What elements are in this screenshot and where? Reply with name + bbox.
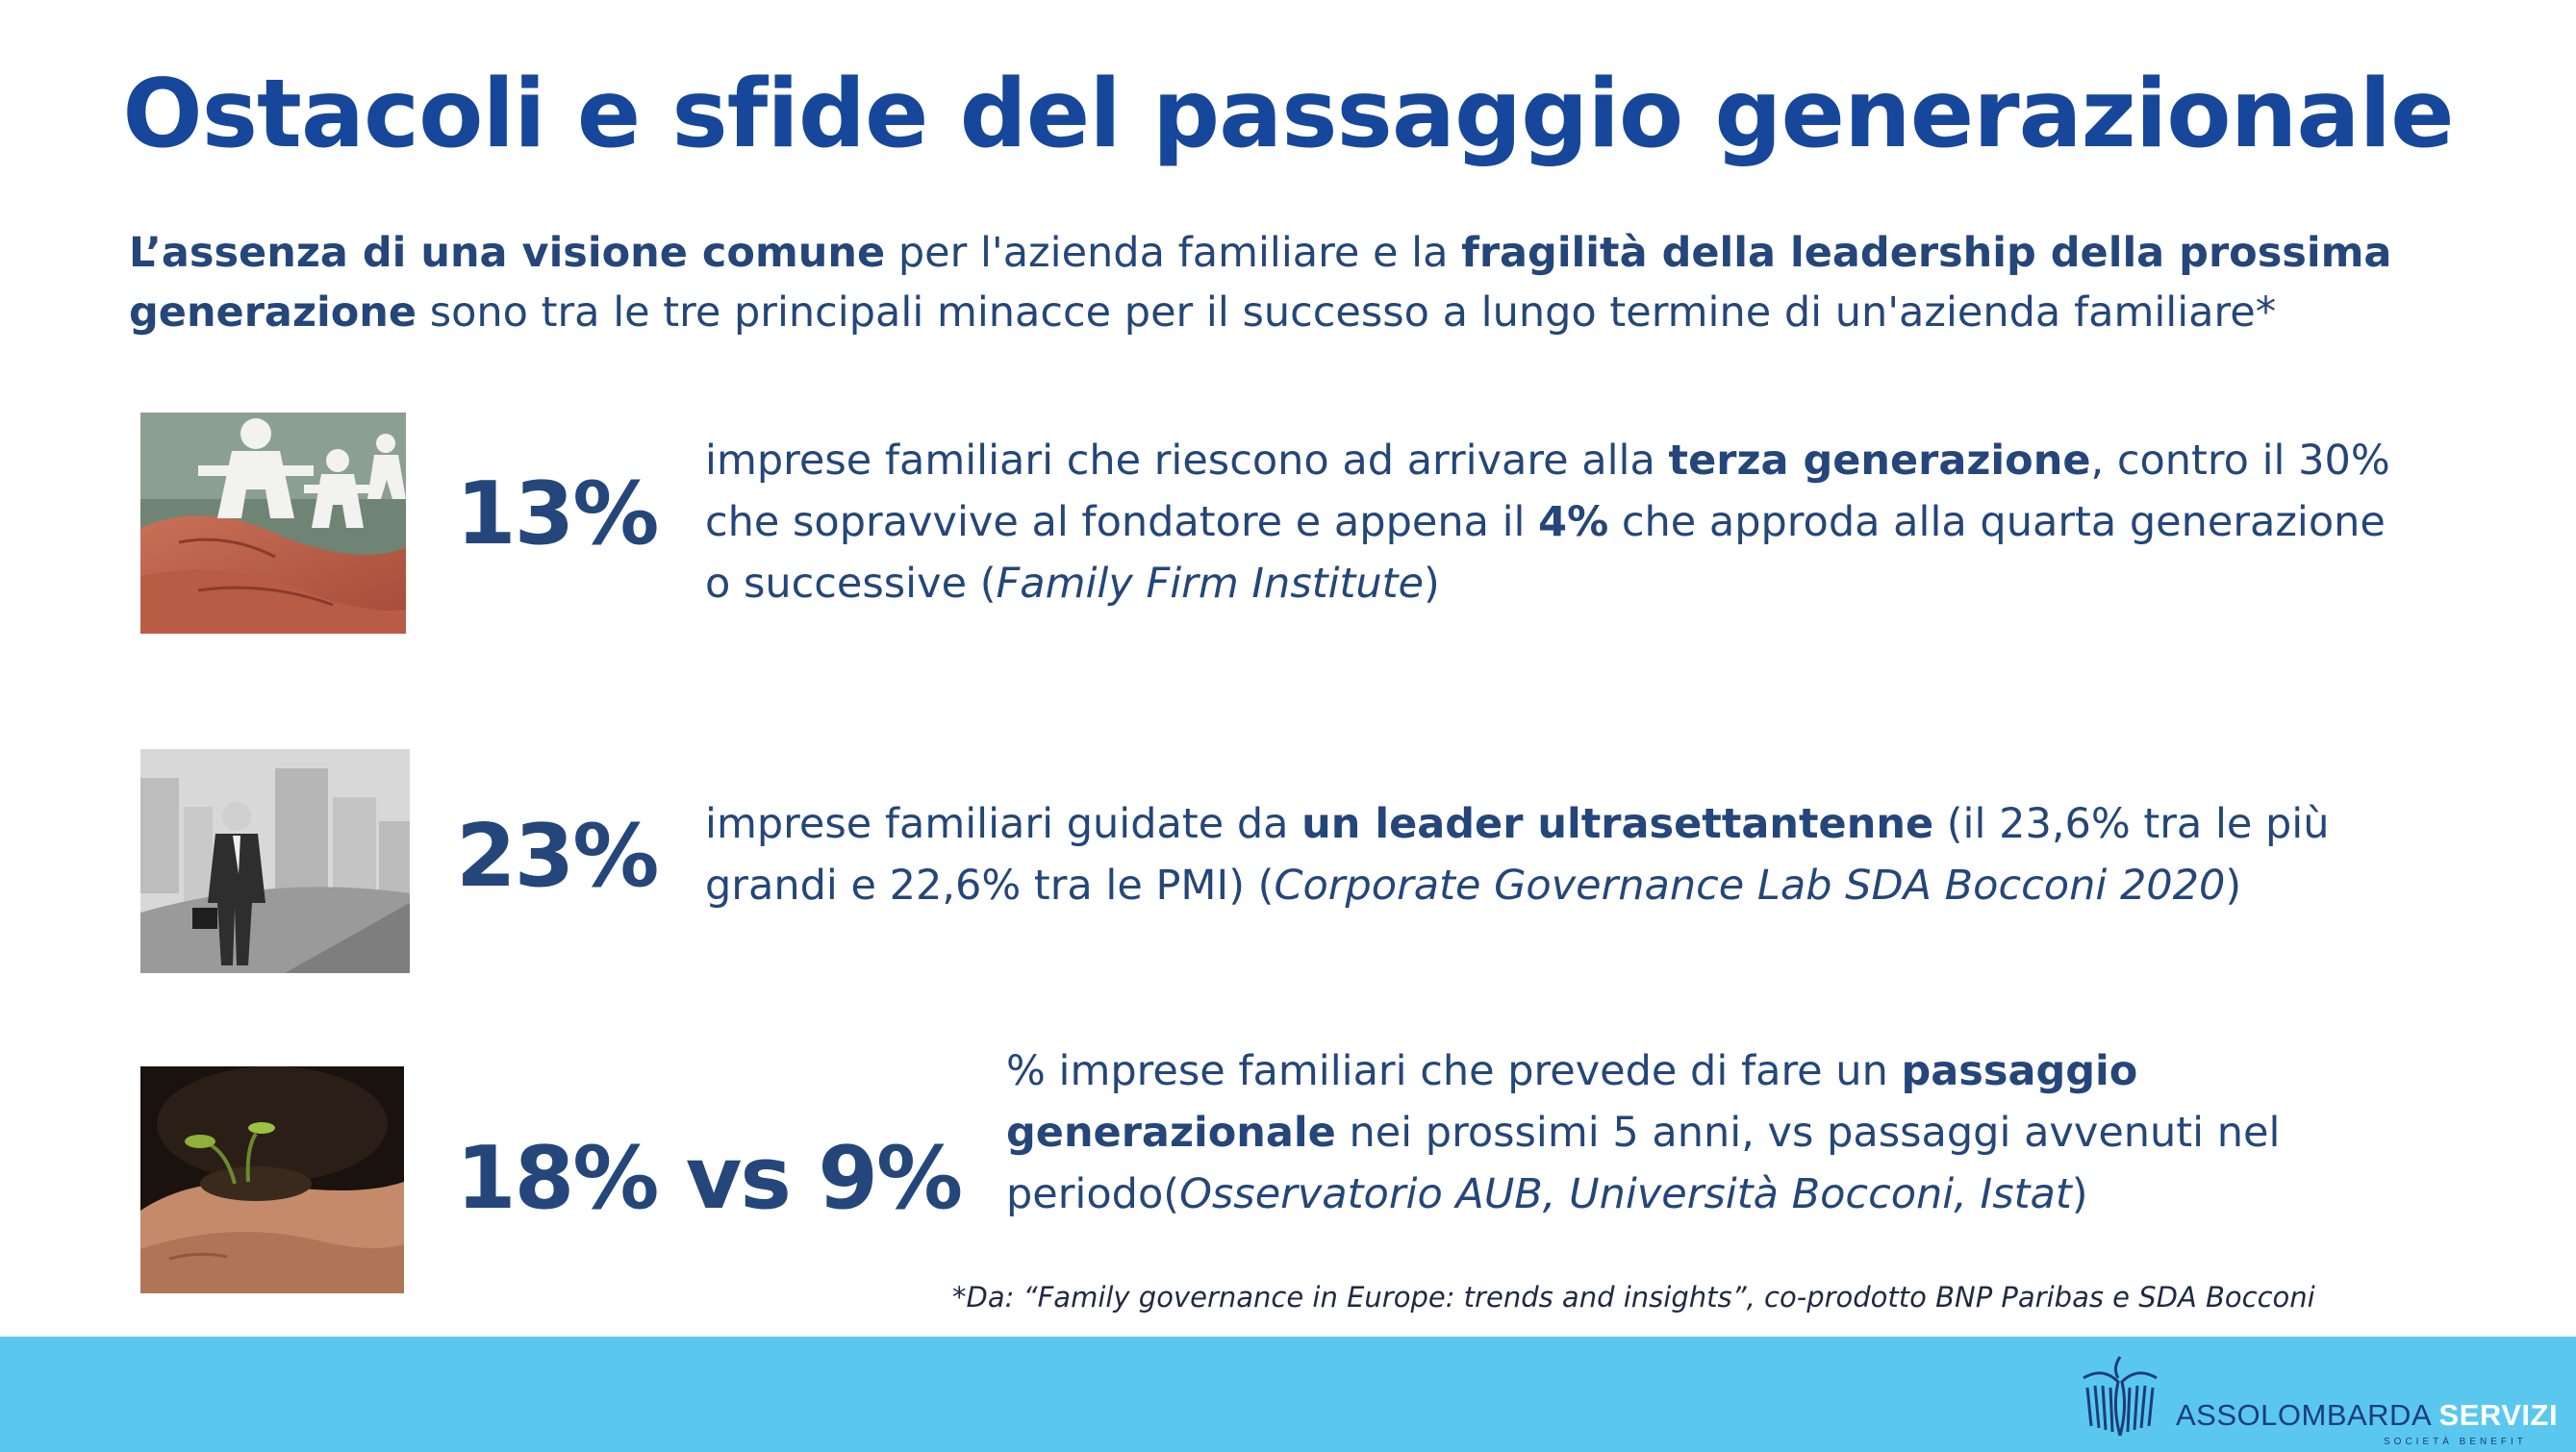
stat-3-source: Osservatorio AUB, Università Bocconi, Is… bbox=[1179, 1170, 2072, 1218]
footnote: *Da: “Family governance in Europe: trend… bbox=[952, 1281, 2315, 1314]
stat-1-text-b: , contro il 30% che sopravvive al fondat… bbox=[705, 437, 2390, 546]
page-title: Ostacoli e sfide del passaggio generazio… bbox=[122, 60, 2454, 169]
stat-3-bold-a: passaggio generazionale bbox=[1006, 1047, 2138, 1157]
stat-1-text-c: che approda alla quarta generazione o su… bbox=[705, 498, 2386, 608]
intro-bold-2: fragilità della leadership della prossim… bbox=[129, 229, 2392, 337]
intro-text-2: sono tra le tre principali minacce per i… bbox=[417, 288, 2277, 337]
stat-2-text-c: ) bbox=[2225, 862, 2242, 910]
footer-brand-strong: SERVIZI bbox=[2438, 1398, 2559, 1432]
stat-2-text-b: (il 23,6% tra le più grandi e 22,6% tra … bbox=[705, 800, 2330, 910]
stat-2-bold-a: un leader ultrasettantenne bbox=[1301, 800, 1934, 848]
stat-3-text-b: nei prossimi 5 anni, vs passaggi avvenut… bbox=[1006, 1109, 2281, 1218]
footer-brand-name: ASSOLOMBARDA bbox=[2176, 1398, 2431, 1432]
paper-family-in-hands-photo bbox=[140, 413, 406, 634]
intro-bold-1: L’assenza di una visione comune bbox=[129, 229, 886, 277]
stat-description-1: imprese familiari che riescono ad arriva… bbox=[705, 430, 2417, 614]
footer-brand-subtitle: SOCIETÀ BENEFIT bbox=[2384, 1437, 2527, 1447]
eagle-logo-icon bbox=[2074, 1349, 2166, 1439]
stat-2-text-a: imprese familiari guidate da bbox=[705, 800, 1302, 848]
stat-1-bold-b: 4% bbox=[1538, 498, 1609, 546]
stat-value-3: 18% vs 9% bbox=[456, 1128, 963, 1229]
footer-brand: ASSOLOMBARDA SERVIZI bbox=[2176, 1398, 2558, 1433]
stat-3-text-a: % imprese familiari che prevede di fare … bbox=[1006, 1047, 1902, 1095]
stat-1-source: Family Firm Institute bbox=[996, 560, 1424, 608]
intro-text-1: per l'azienda familiare e la bbox=[885, 229, 1462, 277]
stat-2-source: Corporate Governance Lab SDA Bocconi 202… bbox=[1274, 862, 2226, 910]
stat-description-2: imprese familiari guidate da un leader u… bbox=[705, 793, 2417, 916]
stat-description-3: % imprese familiari che prevede di fare … bbox=[1006, 1040, 2391, 1225]
intro-paragraph: L’assenza di una visione comune per l'az… bbox=[129, 223, 2495, 342]
stat-1-text-d: ) bbox=[1423, 560, 1440, 608]
stat-1-bold-a: terza generazione bbox=[1668, 437, 2091, 485]
seedling-in-hands-photo bbox=[140, 1066, 404, 1293]
stat-value-1: 13% bbox=[456, 463, 659, 564]
footer-bar bbox=[0, 1337, 2576, 1452]
stat-value-2: 23% bbox=[456, 806, 659, 907]
stat-1-text-a: imprese familiari che riescono ad arriva… bbox=[705, 437, 1669, 485]
stat-3-text-c: ) bbox=[2071, 1170, 2088, 1218]
elderly-businessman-photo bbox=[140, 749, 410, 973]
